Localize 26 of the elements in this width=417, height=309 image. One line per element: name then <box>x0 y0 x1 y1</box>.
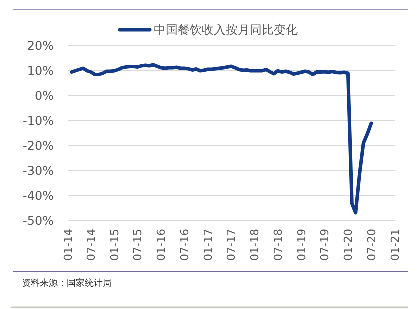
y-tick-label: 10% <box>27 64 54 78</box>
x-tick-label: 07-16 <box>178 229 192 261</box>
y-tick-label: -40% <box>22 188 54 203</box>
x-tick-label: 07-15 <box>132 229 145 261</box>
x-tick-label: 01-21 <box>388 229 402 261</box>
line-series <box>70 63 374 215</box>
x-tick-label: 07-17 <box>225 229 238 261</box>
x-tick-label: 01-18 <box>248 229 262 261</box>
y-tick-label: -20% <box>22 138 54 153</box>
y-tick-label: -50% <box>22 214 54 228</box>
y-tick-label: 20% <box>27 38 54 53</box>
x-tick-label: 07-18 <box>272 229 285 261</box>
x-tick-label: 01-14 <box>62 229 75 261</box>
x-tick-label: 01-19 <box>295 229 308 261</box>
text: 资料来源：国家统计局 <box>22 278 112 289</box>
y-tick-label: -10% <box>22 114 54 128</box>
legend-label: 中国餐饮收入按月同比变化 <box>154 23 298 38</box>
y-tick-label: -30% <box>22 164 54 178</box>
x-tick-label: 01-17 <box>202 229 216 261</box>
x-tick-label: 01-20 <box>342 229 356 261</box>
x-tick-label: 01-16 <box>155 229 168 261</box>
x-tick-label: 07-20 <box>365 229 378 261</box>
x-tick-label: 01-15 <box>108 229 122 261</box>
x-tick-label: 07-19 <box>318 229 332 261</box>
x-tick-label: 07-14 <box>84 229 98 261</box>
y-tick-label: 0% <box>34 88 54 103</box>
